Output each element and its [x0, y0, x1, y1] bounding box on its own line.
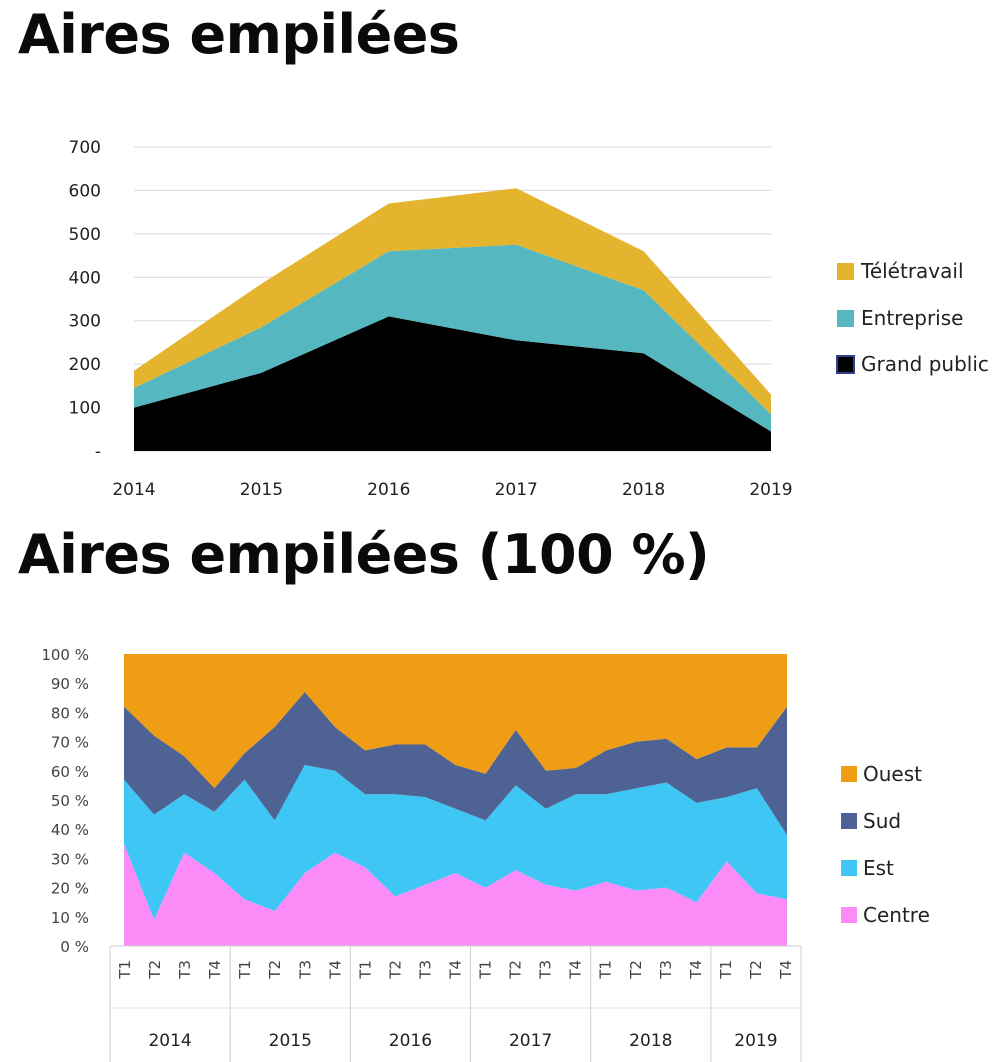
x-tick-label: T3: [296, 960, 314, 980]
legend-swatch: [837, 263, 854, 280]
y-tick-label: 70 %: [51, 734, 89, 752]
y-tick-label: 500: [69, 225, 101, 245]
x-tick-label: T4: [567, 960, 585, 980]
y-tick-label: 100: [69, 399, 101, 419]
group-label: 2016: [389, 1031, 432, 1051]
x-tick-label: T4: [687, 960, 705, 980]
y-tick-label: 300: [69, 312, 101, 332]
area-télétravail: [134, 188, 771, 415]
area-sud: [124, 692, 787, 835]
chart-title-stacked: Aires empilées: [18, 3, 460, 66]
legend-label: Télétravail: [860, 259, 964, 283]
y-tick-label: 40 %: [51, 821, 89, 839]
stacked-area-chart: - 100 200 300 400 500 600 700 2014 2015 2016 2017 20…: [69, 138, 989, 500]
x-tick-label: T1: [356, 960, 374, 980]
x-tick-label: 2018: [622, 480, 665, 500]
y-tick-label: 80 %: [51, 704, 89, 722]
x-tick-label: T2: [747, 960, 765, 980]
x-tick-label: T2: [386, 960, 404, 980]
legend-swatch: [836, 355, 855, 374]
x-tick-label: T1: [236, 960, 254, 980]
legend-label: Sud: [863, 809, 901, 833]
x-tick-label: T1: [116, 960, 134, 980]
y-tick-label: 700: [69, 138, 101, 158]
x-tick-label: T2: [146, 960, 164, 980]
x-tick-label: 2019: [749, 480, 792, 500]
y-tick-label: 30 %: [51, 850, 89, 868]
group-label: 2014: [148, 1031, 191, 1051]
y-tick-label: 90 %: [51, 675, 89, 693]
y-tick-label: 600: [69, 181, 101, 201]
x-tick-label: 2014: [112, 480, 155, 500]
x-tick-label: T2: [266, 960, 284, 980]
x-tick-label: T2: [507, 960, 525, 980]
legend-swatch: [841, 813, 857, 829]
x-tick-label: T3: [176, 960, 194, 980]
y-tick-label: 100 %: [41, 646, 89, 664]
x-tick-label: T1: [717, 960, 735, 980]
x-tick-label: T4: [447, 960, 465, 980]
percent-stacked-area-chart: 0 % 10 % 20 % 30 % 40 % 50 % 60 % 70 % 80 % 90 % 1…: [41, 646, 930, 1062]
legend-label: Entreprise: [861, 306, 963, 330]
y-tick-label: 50 %: [51, 792, 89, 810]
y-tick-label: 200: [69, 355, 101, 375]
x-tick-label: T4: [777, 960, 795, 980]
x-tick-label: T1: [477, 960, 495, 980]
group-label: 2018: [629, 1031, 672, 1051]
y-tick-label: 0 %: [60, 938, 89, 956]
x-tick-label: T4: [326, 960, 344, 980]
legend-swatch: [837, 310, 854, 327]
legend-label: Est: [863, 856, 894, 880]
group-label: 2017: [509, 1031, 552, 1051]
area-grand-public: [134, 316, 771, 451]
legend-swatch: [841, 860, 857, 876]
area-est: [124, 765, 787, 920]
x-tick-label: T4: [206, 960, 224, 980]
x-tick-label: T3: [416, 960, 434, 980]
x-tick-label: 2016: [367, 480, 410, 500]
y-tick-label: 60 %: [51, 763, 89, 781]
x-tick-label: T3: [537, 960, 555, 980]
legend-label: Centre: [863, 903, 930, 927]
group-label: 2019: [734, 1031, 777, 1051]
x-tick-label: 2015: [240, 480, 283, 500]
x-tick-label: T1: [597, 960, 615, 980]
legend-label: Ouest: [863, 762, 922, 786]
area-ouest: [124, 654, 787, 789]
legend-label: Grand public: [861, 352, 989, 376]
x-tick-label: 2017: [495, 480, 538, 500]
legend-swatch: [841, 907, 857, 923]
legend-swatch: [841, 766, 857, 782]
y-tick-label: -: [95, 442, 101, 462]
x-tick-label: T2: [627, 960, 645, 980]
x-tick-label: T3: [657, 960, 675, 980]
area-centre: [124, 843, 787, 946]
y-tick-label: 400: [69, 268, 101, 288]
y-tick-label: 10 %: [51, 909, 89, 927]
y-tick-label: 20 %: [51, 880, 89, 898]
group-label: 2015: [269, 1031, 312, 1051]
chart-title-percent: Aires empilées (100 %): [18, 523, 710, 586]
area-entreprise: [134, 244, 771, 432]
